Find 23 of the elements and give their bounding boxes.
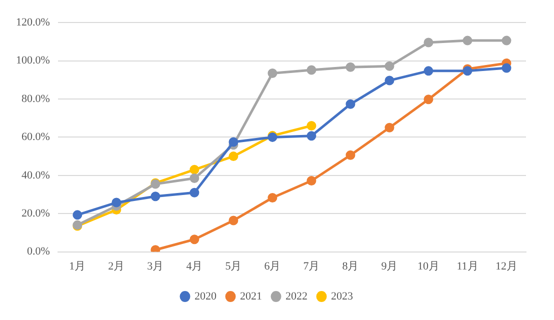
x-tick-label: 4月	[186, 260, 203, 272]
x-tick-label: 1月	[69, 260, 86, 272]
x-tick-label: 5月	[225, 260, 242, 272]
y-tick-label: 0.0%	[26, 246, 50, 258]
y-tick-label: 60.0%	[21, 131, 50, 144]
legend-label: 2021	[240, 290, 262, 302]
x-tick-label: 7月	[303, 260, 320, 272]
x-tick-label: 12月	[495, 260, 518, 272]
y-tick-label: 100.0%	[16, 54, 50, 67]
x-tick-label: 9月	[381, 260, 398, 272]
x-tick-label: 2月	[108, 260, 125, 272]
x-tick-label: 8月	[342, 260, 359, 272]
legend-label: 2020	[194, 290, 217, 302]
legend-label: 2022	[286, 290, 308, 302]
y-tick-label: 120.0%	[16, 16, 50, 28]
y-tick-label: 80.0%	[21, 92, 50, 105]
y-tick-label: 20.0%	[21, 207, 50, 220]
x-tick-label: 6月	[264, 260, 281, 272]
x-tick-label: 10月	[417, 260, 440, 272]
legend-label: 2023	[331, 290, 354, 302]
y-tick-label: 40.0%	[21, 169, 50, 182]
x-tick-label: 11月	[456, 260, 478, 272]
x-tick-label: 3月	[147, 260, 164, 272]
